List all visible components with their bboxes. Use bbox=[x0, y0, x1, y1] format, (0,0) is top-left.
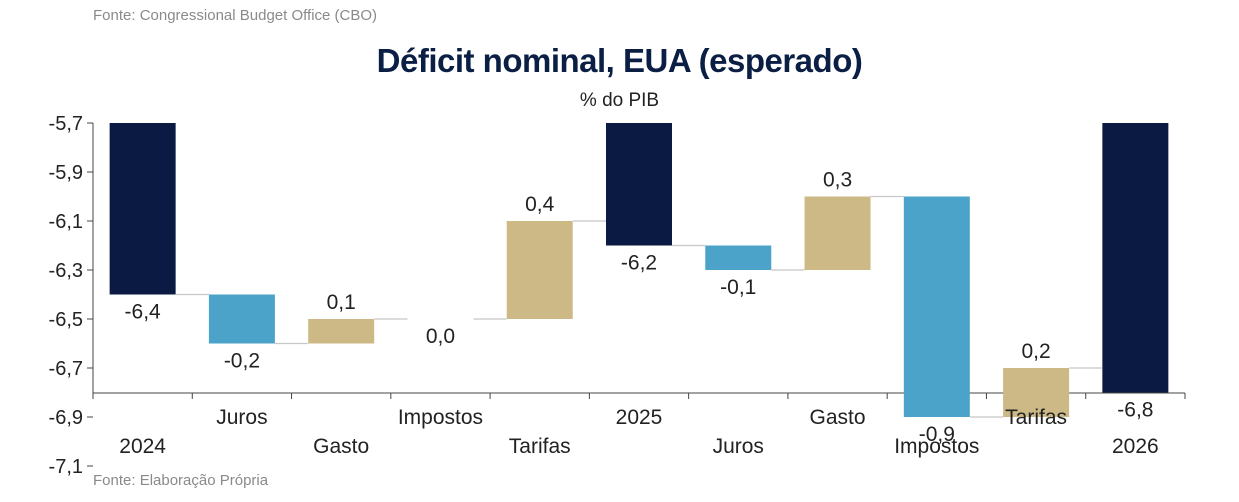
data-label: 0,1 bbox=[327, 291, 356, 314]
data-label: -6,8 bbox=[1117, 399, 1153, 422]
bar bbox=[903, 196, 970, 417]
x-category-label: Juros bbox=[216, 406, 267, 429]
y-tick-label: -6,1 bbox=[49, 211, 83, 233]
source-top: Fonte: Congressional Budget Office (CBO) bbox=[93, 7, 378, 24]
data-label: -0,2 bbox=[224, 350, 260, 373]
bar bbox=[109, 123, 176, 295]
data-label: -6,2 bbox=[621, 252, 657, 275]
x-category-label: 2024 bbox=[119, 435, 166, 458]
data-label: -6,4 bbox=[125, 301, 162, 324]
x-category-label: 2026 bbox=[1112, 435, 1159, 458]
x-category-label: 2025 bbox=[616, 406, 663, 429]
y-tick-label: -6,7 bbox=[49, 358, 83, 380]
data-label: 0,0 bbox=[426, 325, 455, 348]
data-label: 0,2 bbox=[1021, 340, 1050, 363]
bar bbox=[804, 196, 871, 270]
source-bottom: Fonte: Elaboração Própria bbox=[93, 472, 269, 489]
y-tick-label: -6,9 bbox=[49, 407, 83, 429]
bar bbox=[1003, 368, 1070, 417]
y-tick-label: -6,5 bbox=[49, 309, 83, 331]
x-category-label: Impostos bbox=[894, 435, 979, 458]
y-tick-label: -6,3 bbox=[49, 260, 83, 282]
bar bbox=[208, 294, 275, 344]
y-tick-label: -5,7 bbox=[49, 113, 83, 135]
data-label: -0,1 bbox=[720, 276, 756, 299]
x-category-label: Tarifas bbox=[509, 435, 571, 458]
bar bbox=[308, 319, 375, 344]
chart-title: Déficit nominal, EUA (esperado) bbox=[376, 42, 863, 79]
bar bbox=[705, 245, 772, 270]
y-tick-label: -5,9 bbox=[49, 162, 83, 184]
bar bbox=[606, 123, 672, 246]
x-category-label: Gasto bbox=[313, 435, 369, 458]
bar bbox=[1102, 123, 1169, 393]
x-category-label: Tarifas bbox=[1005, 406, 1067, 429]
data-label: 0,4 bbox=[525, 193, 555, 216]
x-category-label: Juros bbox=[713, 435, 764, 458]
data-label: -0,9 bbox=[919, 423, 955, 446]
x-category-label: Impostos bbox=[398, 406, 483, 429]
x-category-label: Gasto bbox=[810, 406, 866, 429]
data-label: 0,3 bbox=[823, 169, 852, 192]
y-tick-label: -7,1 bbox=[49, 456, 83, 478]
chart-subtitle: % do PIB bbox=[579, 90, 660, 111]
bar bbox=[506, 221, 573, 319]
